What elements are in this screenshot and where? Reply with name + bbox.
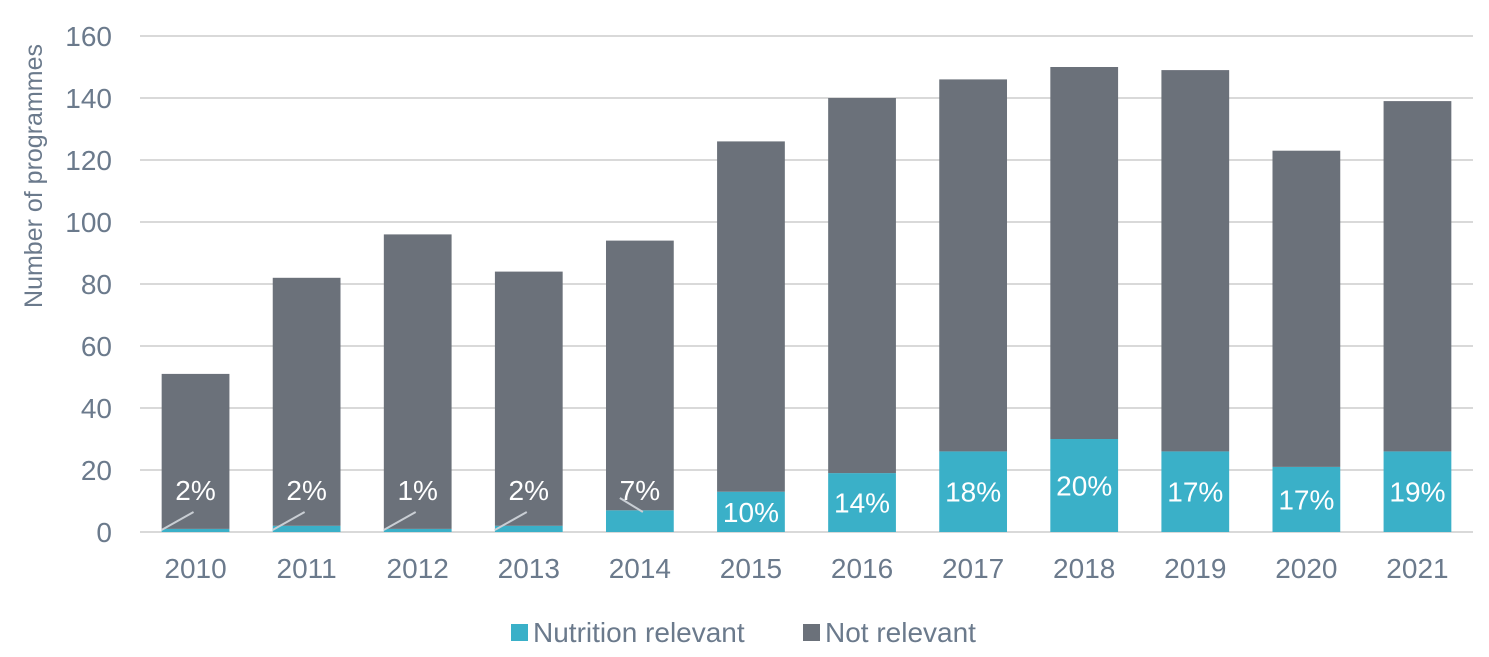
bar-nutrition-relevant-2020 bbox=[1272, 466, 1341, 532]
bar-not-relevant-2010 bbox=[161, 373, 230, 529]
leader-line bbox=[619, 497, 644, 513]
leader-line bbox=[383, 511, 417, 531]
data-label-2019: 17% bbox=[1167, 477, 1223, 508]
data-label-2020: 17% bbox=[1278, 484, 1334, 515]
y-tick-label: 60 bbox=[81, 331, 112, 362]
data-label-2012: 1% bbox=[397, 475, 437, 506]
x-tick-label: 2021 bbox=[1386, 553, 1448, 584]
bar-nutrition-relevant-2017 bbox=[939, 451, 1008, 532]
bar-nutrition-relevant-2011 bbox=[272, 525, 341, 532]
data-label-2017: 18% bbox=[945, 477, 1001, 508]
x-tick-label: 2010 bbox=[164, 553, 226, 584]
legend-swatch bbox=[803, 624, 820, 641]
y-tick-label: 140 bbox=[65, 83, 112, 114]
x-tick-label: 2012 bbox=[387, 553, 449, 584]
bar-nutrition-relevant-2019 bbox=[1161, 451, 1230, 532]
bar-not-relevant-2017 bbox=[939, 79, 1008, 452]
legend-label: Not relevant bbox=[825, 617, 976, 648]
data-label-2010: 2% bbox=[175, 475, 215, 506]
data-label-2016: 14% bbox=[834, 488, 890, 519]
y-tick-label: 40 bbox=[81, 393, 112, 424]
y-tick-label: 80 bbox=[81, 269, 112, 300]
bar-not-relevant-2020 bbox=[1272, 150, 1341, 467]
bar-not-relevant-2013 bbox=[494, 271, 563, 526]
bar-nutrition-relevant-2021 bbox=[1383, 451, 1452, 532]
bar-nutrition-relevant-2018 bbox=[1050, 439, 1119, 532]
bars bbox=[161, 67, 1452, 532]
x-tick-label: 2018 bbox=[1053, 553, 1115, 584]
bar-not-relevant-2011 bbox=[272, 277, 341, 526]
data-label-2015: 10% bbox=[723, 497, 779, 528]
bar-not-relevant-2012 bbox=[383, 234, 452, 529]
x-tick-label: 2016 bbox=[831, 553, 893, 584]
data-labels: 2% 2% 1% 2% 7% 10% 14% 18% 20% 17% 17% 19% bbox=[175, 471, 1445, 528]
y-tick-label: 20 bbox=[81, 455, 112, 486]
data-label-2018: 20% bbox=[1056, 471, 1112, 502]
data-label-2011: 2% bbox=[286, 475, 326, 506]
legend: Nutrition relevant Not relevant bbox=[511, 617, 976, 648]
bar-not-relevant-2018 bbox=[1050, 67, 1119, 439]
data-label-2013: 2% bbox=[509, 475, 549, 506]
y-tick-label: 120 bbox=[65, 145, 112, 176]
legend-swatch bbox=[511, 624, 528, 641]
leader-line bbox=[494, 511, 528, 531]
bar-nutrition-relevant-2013 bbox=[494, 525, 563, 532]
bar-nutrition-relevant-2014 bbox=[605, 510, 674, 532]
bar-not-relevant-2021 bbox=[1383, 101, 1452, 452]
leader-line bbox=[272, 511, 306, 531]
y-axis-ticks: 0 20 40 60 80 100 120 140 160 bbox=[65, 21, 112, 548]
y-tick-label: 100 bbox=[65, 207, 112, 238]
x-tick-label: 2011 bbox=[277, 553, 337, 584]
leader-line bbox=[161, 511, 195, 531]
bar-not-relevant-2014 bbox=[605, 240, 674, 511]
x-tick-label: 2017 bbox=[942, 553, 1004, 584]
y-tick-label: 160 bbox=[65, 21, 112, 52]
x-tick-label: 2015 bbox=[720, 553, 782, 584]
bar-nutrition-relevant-2016 bbox=[828, 473, 896, 532]
x-axis-ticks: 2010 2011 2012 2013 2014 2015 2016 2017 2018 2019… bbox=[164, 553, 1448, 584]
data-label-2021: 19% bbox=[1389, 477, 1445, 508]
bar-nutrition-relevant-2015 bbox=[717, 491, 785, 532]
label-leader-lines bbox=[161, 497, 644, 531]
bar-not-relevant-2015 bbox=[717, 141, 785, 492]
bar-not-relevant-2016 bbox=[828, 98, 896, 474]
y-tick-label: 0 bbox=[96, 517, 112, 548]
legend-label: Nutrition relevant bbox=[533, 617, 745, 648]
x-tick-label: 2013 bbox=[498, 553, 560, 584]
bar-nutrition-relevant-2012 bbox=[383, 528, 452, 532]
bar-nutrition-relevant-2010 bbox=[161, 528, 230, 532]
data-label-2014: 7% bbox=[620, 475, 660, 506]
y-axis-label: Number of programmes bbox=[20, 44, 48, 308]
gridlines bbox=[140, 35, 1473, 533]
bar-not-relevant-2019 bbox=[1161, 70, 1230, 452]
x-tick-label: 2020 bbox=[1275, 553, 1337, 584]
x-tick-label: 2019 bbox=[1164, 553, 1226, 584]
x-tick-label: 2014 bbox=[609, 553, 671, 584]
